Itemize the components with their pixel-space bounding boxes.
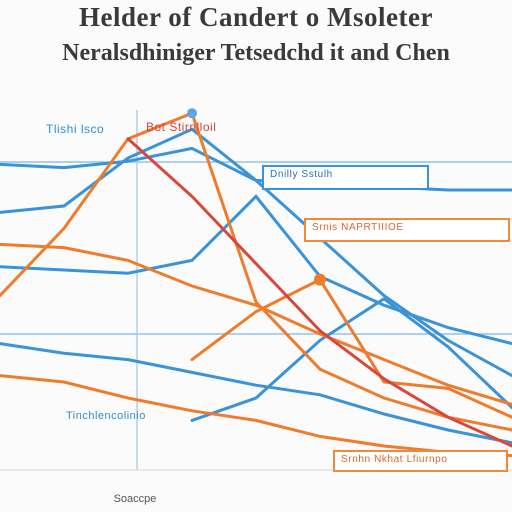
x-axis-label: Soaccpe <box>113 493 157 505</box>
series-line-0 <box>0 146 512 192</box>
chart-title-line2: Neralsdhiniger Tetsedchd it and Chen <box>62 40 450 66</box>
series-line-4 <box>190 296 512 422</box>
annotation-box-blue: Dnilly Sstulh <box>262 165 429 190</box>
cross-point <box>314 273 326 286</box>
series-line-9 <box>126 137 512 448</box>
series-line-8 <box>190 277 512 419</box>
annotation-mid-left: Tinchlencolinio <box>66 410 146 422</box>
series-line-3 <box>0 342 512 445</box>
chart-title-line1: Helder of Candert o Msoleter <box>79 2 433 32</box>
annotation-box-orange: Srnis NAPRTIIIOE <box>304 218 510 242</box>
annotation-top-left: Tlishi lsco <box>46 122 105 136</box>
annotation-top-red: Bot Stirnlloil <box>146 120 217 134</box>
annotation-box-bottom: Srnhn Nkhat Lfiurnpo <box>333 450 508 472</box>
series-line-1 <box>0 194 512 346</box>
peak-point <box>187 108 197 119</box>
series-line-2 <box>0 127 512 378</box>
series-line-5 <box>0 242 512 406</box>
series-line-7 <box>0 111 512 432</box>
